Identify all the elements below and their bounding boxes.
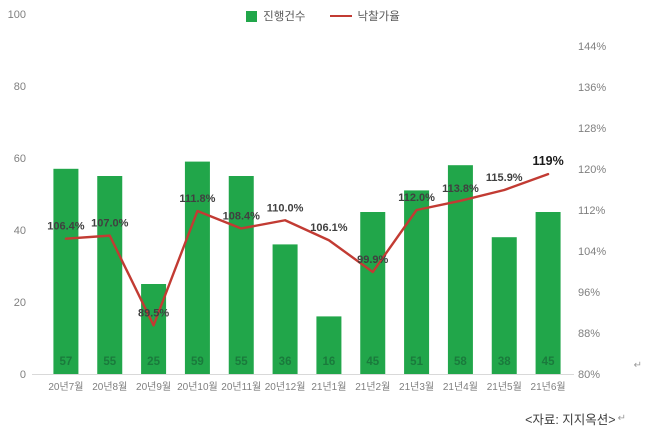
line-point-label: 107.0% xyxy=(91,218,129,230)
bar-value-label: 45 xyxy=(366,356,379,368)
bar-value-label: 51 xyxy=(410,356,423,368)
line-point-label: 110.0% xyxy=(267,202,304,214)
right-axis-tick: 112% xyxy=(578,205,606,217)
left-axis-tick: 0 xyxy=(20,369,26,381)
left-axis-tick: 100 xyxy=(8,9,26,21)
bar xyxy=(316,316,342,374)
line-point-label: 111.8% xyxy=(179,193,215,205)
left-axis-tick: 60 xyxy=(14,153,26,165)
line-point-label: 108.4% xyxy=(223,210,261,222)
right-axis-tick: 104% xyxy=(578,246,606,258)
line-point-label: 113.8% xyxy=(442,183,479,195)
x-axis-label: 21년6월 xyxy=(531,381,566,393)
bar-value-label: 59 xyxy=(191,356,204,368)
bar xyxy=(447,165,473,374)
bar xyxy=(360,212,386,374)
bar xyxy=(404,190,430,374)
line-point-label: 99.9% xyxy=(357,254,388,266)
left-axis-tick: 80 xyxy=(14,81,26,93)
right-axis-tick: 120% xyxy=(578,164,606,176)
bar-value-label: 16 xyxy=(323,356,336,368)
bar xyxy=(272,244,298,374)
line-point-label: 115.9% xyxy=(486,172,523,184)
rate-line xyxy=(64,172,550,327)
bar-value-label: 55 xyxy=(235,356,248,368)
right-axis-tick: 144% xyxy=(578,41,606,53)
line-point-label: 106.4% xyxy=(47,221,85,233)
return-mark-icon: ↵ xyxy=(617,413,626,424)
bar-value-label: 38 xyxy=(498,356,511,368)
bar xyxy=(97,176,123,374)
x-axis-label: 20년12월 xyxy=(265,381,306,393)
x-axis-label: 20년11월 xyxy=(221,381,261,393)
bar-value-label: 55 xyxy=(103,356,116,368)
bar-value-label: 58 xyxy=(454,356,467,368)
bar xyxy=(184,161,210,374)
bar xyxy=(228,176,254,374)
x-axis-label: 20년8월 xyxy=(92,381,127,393)
x-axis-label: 21년5월 xyxy=(487,381,522,393)
right-axis-tick: 136% xyxy=(578,82,606,94)
right-axis-tick: 80% xyxy=(578,369,600,381)
bar xyxy=(141,284,167,374)
x-axis-label: 20년7월 xyxy=(48,381,83,393)
bar xyxy=(53,168,79,374)
x-axis-label: 20년10월 xyxy=(177,381,218,393)
legend: 진행건수 낙찰가율 xyxy=(0,8,646,24)
x-axis-label: 21년4월 xyxy=(443,381,478,393)
line-point-label: 119% xyxy=(532,154,563,168)
line-legend-swatch xyxy=(329,14,352,18)
left-axis-tick: 20 xyxy=(14,297,26,309)
x-axis-label: 21년2월 xyxy=(355,381,390,393)
source-note-text: <자료: 지지옥션> xyxy=(525,413,616,427)
line-point-label: 106.1% xyxy=(310,222,348,234)
line-point-label: 112.0% xyxy=(398,192,435,204)
line-point-label: 89.5% xyxy=(138,307,169,319)
bar-value-label: 57 xyxy=(60,356,73,368)
x-axis-label: 21년1월 xyxy=(311,381,346,393)
x-axis-label: 20년9월 xyxy=(136,381,171,393)
bar-legend-swatch xyxy=(246,10,258,22)
line-legend-label: 낙찰가율 xyxy=(357,11,400,23)
x-axis-label: 21년3월 xyxy=(399,381,434,393)
legend-item-bar: 진행건수 xyxy=(246,8,306,24)
legend-item-line: 낙찰가율 xyxy=(329,8,400,24)
right-axis-tick: 96% xyxy=(578,287,600,299)
bar-value-label: 25 xyxy=(147,356,160,368)
bar-value-label: 45 xyxy=(542,356,555,368)
right-axis-tick: 88% xyxy=(578,328,600,340)
right-axis-tick: 128% xyxy=(578,123,606,135)
source-note: <자료: 지지옥션> ↵ xyxy=(525,409,626,428)
bar xyxy=(491,237,517,374)
bar-value-label: 36 xyxy=(279,356,292,368)
bar-legend-label: 진행건수 xyxy=(263,11,306,23)
bar xyxy=(535,212,561,374)
stray-return-mark-icon: ↵ xyxy=(633,360,642,371)
left-axis-tick: 40 xyxy=(14,225,26,237)
